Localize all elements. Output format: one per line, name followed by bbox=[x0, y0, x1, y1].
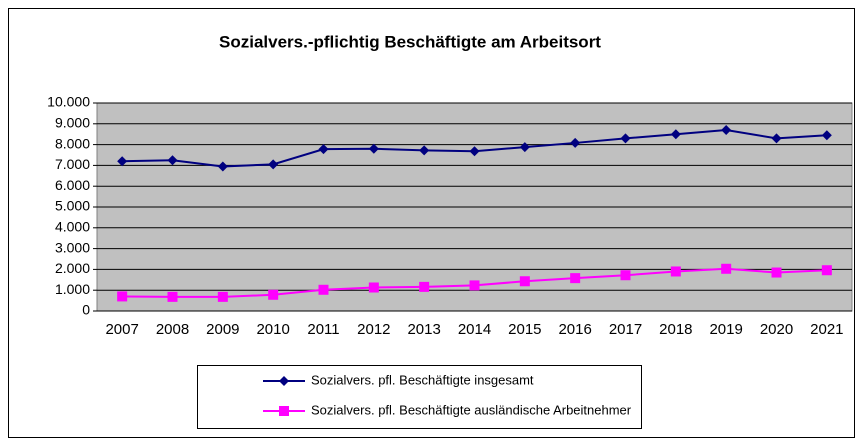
data-point bbox=[419, 145, 430, 156]
data-point bbox=[217, 161, 228, 172]
legend-marker bbox=[279, 376, 289, 386]
x-tick-label: 2013 bbox=[407, 321, 440, 338]
data-point bbox=[217, 291, 228, 302]
x-tick-label: 2018 bbox=[659, 321, 692, 338]
data-point bbox=[570, 273, 581, 284]
x-tick-label: 2021 bbox=[810, 321, 843, 338]
data-point bbox=[368, 282, 379, 293]
data-point bbox=[318, 144, 329, 155]
data-point bbox=[620, 133, 631, 144]
data-point bbox=[821, 265, 832, 276]
y-tick-label: 4.000 bbox=[55, 219, 90, 235]
data-point bbox=[670, 129, 681, 140]
y-tick-label: 10.000 bbox=[47, 94, 90, 110]
legend-box bbox=[197, 365, 642, 429]
data-point bbox=[368, 143, 379, 154]
data-point bbox=[721, 263, 732, 274]
x-tick-label: 2011 bbox=[307, 321, 339, 338]
data-point bbox=[117, 156, 128, 167]
x-tick-label: 2020 bbox=[760, 321, 793, 338]
data-point bbox=[519, 276, 530, 287]
data-point bbox=[117, 291, 128, 302]
data-point bbox=[469, 146, 480, 157]
y-tick-label: 0 bbox=[82, 302, 90, 318]
x-tick-label: 2008 bbox=[156, 321, 189, 338]
data-point bbox=[268, 289, 279, 300]
data-point bbox=[469, 280, 480, 291]
chart-title: Sozialvers.-pflichtig Beschäftigte am Ar… bbox=[219, 32, 601, 51]
y-tick-label: 5.000 bbox=[55, 198, 90, 214]
y-tick-label: 7.000 bbox=[55, 156, 90, 172]
legend-marker bbox=[279, 406, 289, 416]
data-point bbox=[570, 137, 581, 148]
y-tick-label: 2.000 bbox=[55, 260, 90, 276]
y-tick-label: 3.000 bbox=[55, 239, 90, 255]
y-tick-label: 1.000 bbox=[55, 281, 90, 297]
legend-label: Sozialvers. pfl. Beschäftigte ausländisc… bbox=[311, 402, 632, 417]
y-tick-label: 6.000 bbox=[55, 177, 90, 193]
data-point bbox=[167, 155, 178, 166]
x-tick-label: 2007 bbox=[105, 321, 138, 338]
data-point bbox=[268, 159, 279, 170]
data-point bbox=[620, 270, 631, 281]
data-point bbox=[419, 281, 430, 292]
x-tick-label: 2014 bbox=[458, 321, 491, 338]
x-tick-label: 2016 bbox=[558, 321, 591, 338]
data-point bbox=[821, 130, 832, 141]
x-tick-label: 2015 bbox=[508, 321, 541, 338]
data-point bbox=[771, 133, 782, 144]
legend-label: Sozialvers. pfl. Beschäftigte insgesamt bbox=[311, 372, 534, 387]
x-tick-label: 2010 bbox=[256, 321, 289, 338]
data-point bbox=[167, 291, 178, 302]
x-tick-label: 2009 bbox=[206, 321, 239, 338]
data-point bbox=[771, 267, 782, 278]
y-tick-label: 8.000 bbox=[55, 135, 90, 151]
y-tick-label: 9.000 bbox=[55, 115, 90, 131]
data-point bbox=[721, 125, 732, 136]
data-point bbox=[670, 266, 681, 277]
x-tick-label: 2012 bbox=[357, 321, 390, 338]
data-point bbox=[318, 284, 329, 295]
x-tick-label: 2017 bbox=[609, 321, 642, 338]
x-tick-label: 2019 bbox=[709, 321, 742, 338]
data-point bbox=[519, 142, 530, 153]
